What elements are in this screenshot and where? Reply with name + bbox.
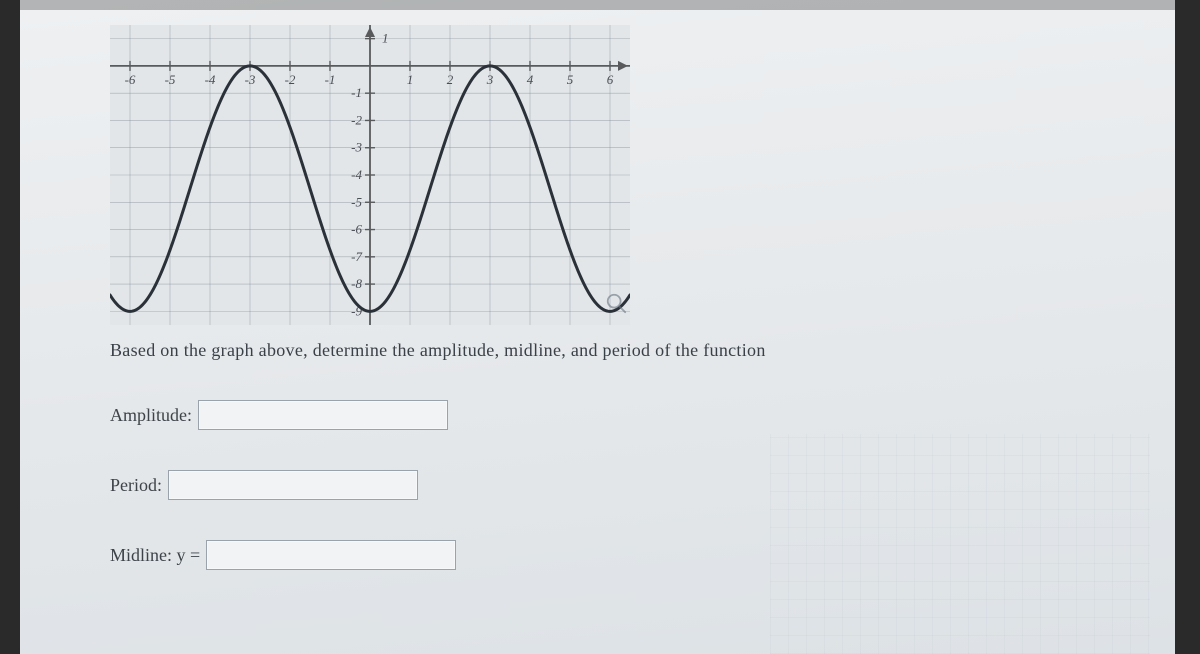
amplitude-label: Amplitude: bbox=[110, 405, 192, 426]
amplitude-input[interactable] bbox=[198, 400, 448, 430]
midline-row: Midline: y = bbox=[110, 540, 456, 570]
svg-text:5: 5 bbox=[567, 72, 574, 87]
period-input[interactable] bbox=[168, 470, 418, 500]
graph-plot: -6-5-4-3-2-11234561-1-2-3-4-5-6-7-8-9 bbox=[110, 25, 630, 330]
svg-text:-6: -6 bbox=[125, 72, 136, 87]
decorative-grid bbox=[770, 434, 1150, 654]
svg-text:-2: -2 bbox=[285, 72, 296, 87]
svg-text:6: 6 bbox=[607, 72, 614, 87]
svg-text:-4: -4 bbox=[351, 167, 362, 182]
magnify-icon[interactable] bbox=[605, 292, 627, 314]
svg-text:1: 1 bbox=[407, 72, 414, 87]
svg-text:-2: -2 bbox=[351, 112, 362, 127]
svg-text:1: 1 bbox=[382, 31, 389, 46]
svg-text:2: 2 bbox=[447, 72, 454, 87]
problem-screen: -6-5-4-3-2-11234561-1-2-3-4-5-6-7-8-9 Ba… bbox=[0, 0, 1200, 654]
svg-text:-3: -3 bbox=[351, 140, 362, 155]
question-text: Based on the graph above, determine the … bbox=[110, 340, 766, 361]
svg-text:3: 3 bbox=[486, 72, 494, 87]
period-label: Period: bbox=[110, 475, 162, 496]
amplitude-row: Amplitude: bbox=[110, 400, 448, 430]
svg-text:4: 4 bbox=[527, 72, 534, 87]
svg-text:-1: -1 bbox=[351, 85, 362, 100]
svg-text:-8: -8 bbox=[351, 276, 362, 291]
sinusoid-chart: -6-5-4-3-2-11234561-1-2-3-4-5-6-7-8-9 bbox=[110, 25, 630, 325]
svg-text:-7: -7 bbox=[351, 249, 362, 264]
svg-text:-4: -4 bbox=[205, 72, 216, 87]
svg-text:-5: -5 bbox=[351, 194, 362, 209]
svg-text:-6: -6 bbox=[351, 222, 362, 237]
svg-text:-5: -5 bbox=[165, 72, 176, 87]
svg-text:-3: -3 bbox=[245, 72, 256, 87]
midline-label: Midline: y = bbox=[110, 545, 200, 566]
midline-input[interactable] bbox=[206, 540, 456, 570]
svg-text:-1: -1 bbox=[325, 72, 336, 87]
period-row: Period: bbox=[110, 470, 418, 500]
